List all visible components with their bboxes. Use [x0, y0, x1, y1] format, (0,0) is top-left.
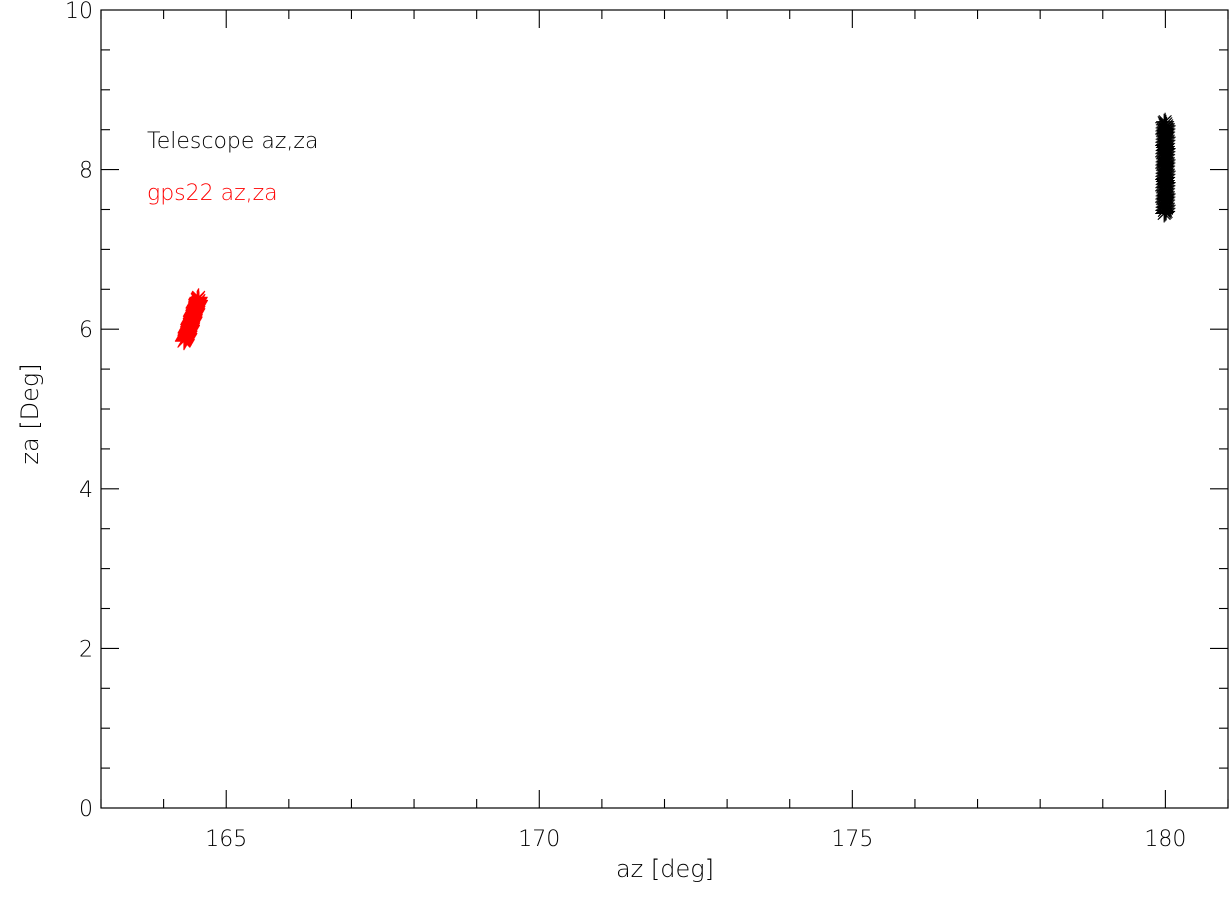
x-tick-label: 165 — [205, 827, 247, 852]
y-tick-label: 8 — [79, 159, 93, 184]
y-tick-label: 4 — [79, 478, 93, 503]
y-tick-label: 0 — [79, 797, 93, 822]
x-axis-title: az [deg] — [616, 855, 714, 883]
y-tick-label: 2 — [79, 637, 93, 662]
telescope-point — [1156, 112, 1175, 131]
legend-entry-gps22: gps22 az,za — [147, 181, 278, 206]
series-telescope — [1155, 112, 1176, 223]
axis-ticks — [100, 9, 1229, 809]
x-tick-label: 170 — [518, 827, 560, 852]
x-tick-label: 180 — [1144, 827, 1186, 852]
tick-labels: 165 170 175 180 0 2 4 6 8 10 — [65, 0, 1186, 852]
x-tick-label: 175 — [831, 827, 873, 852]
y-tick-label: 10 — [65, 0, 93, 24]
gps22-point — [189, 288, 208, 307]
y-axis-title: za [Deg] — [16, 363, 44, 464]
legend-entry-telescope: Telescope az,za — [147, 129, 318, 154]
y-tick-label: 6 — [79, 318, 93, 343]
series-gps22 — [174, 288, 208, 351]
data-points — [174, 112, 1176, 351]
